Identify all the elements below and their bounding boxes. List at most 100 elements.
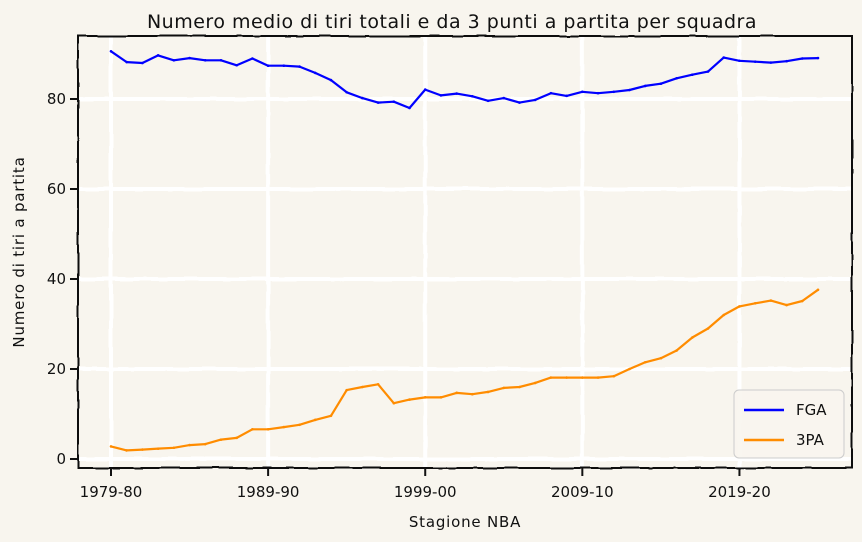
data-point-fga: [596, 91, 600, 95]
data-point-3pa: [408, 398, 411, 401]
y-tick-label: 40: [47, 270, 66, 288]
data-point-fga: [785, 59, 788, 63]
data-point-fga: [738, 59, 741, 63]
data-point-fga: [706, 70, 710, 73]
data-point-3pa: [251, 428, 254, 431]
data-point-fga: [659, 82, 663, 85]
data-point-fga: [581, 90, 584, 94]
data-point-fga: [141, 61, 144, 65]
data-point-fga: [235, 63, 238, 67]
data-point-3pa: [565, 376, 568, 379]
data-point-fga: [675, 77, 678, 80]
data-point-fga: [329, 78, 333, 82]
data-point-3pa: [423, 396, 427, 399]
data-point-fga: [266, 64, 270, 67]
grid: [78, 36, 852, 468]
data-point-fga: [722, 56, 726, 59]
data-point-3pa: [816, 288, 820, 292]
plot-frame: [77, 35, 853, 469]
x-tick-label: 1989-90: [237, 483, 300, 501]
data-point-fga: [109, 50, 113, 53]
data-point-3pa: [455, 391, 458, 395]
data-point-fga: [753, 60, 757, 63]
data-point-3pa: [785, 303, 788, 307]
data-point-fga: [423, 88, 427, 91]
legend-box: [733, 389, 845, 459]
y-tick-label: 20: [47, 360, 66, 378]
x-tick-label: 1979-80: [80, 483, 143, 501]
series-line-3pa: [109, 288, 820, 452]
data-point-fga: [361, 96, 364, 100]
data-point-3pa: [345, 388, 348, 392]
data-point-3pa: [329, 414, 333, 418]
data-point-3pa: [141, 448, 144, 451]
data-point-3pa: [738, 305, 741, 308]
data-point-3pa: [518, 385, 521, 389]
data-point-3pa: [706, 327, 710, 330]
data-point-3pa: [156, 447, 160, 450]
data-point-fga: [816, 56, 820, 60]
data-point-fga: [800, 57, 804, 60]
y-tick-label: 60: [47, 180, 66, 198]
chart-title: Numero medio di tiri totali e da 3 punti…: [147, 11, 757, 33]
data-point-fga: [612, 90, 616, 94]
data-point-3pa: [125, 449, 129, 452]
x-axis-label: Stagione NBA: [409, 513, 521, 531]
y-axis: 0 20 40 60 80: [47, 90, 78, 468]
data-point-fga: [565, 94, 568, 98]
data-point-3pa: [691, 336, 694, 339]
data-point-3pa: [235, 436, 238, 440]
data-point-3pa: [471, 392, 474, 396]
data-point-3pa: [282, 425, 286, 429]
data-point-fga: [502, 96, 506, 100]
data-point-3pa: [596, 376, 600, 379]
data-point-fga: [172, 59, 176, 62]
data-point-3pa: [172, 446, 176, 450]
data-point-fga: [518, 101, 521, 104]
data-point-3pa: [722, 313, 726, 317]
data-point-3pa: [549, 376, 553, 379]
data-point-3pa: [502, 386, 506, 390]
data-point-3pa: [612, 374, 616, 378]
x-tick-label: 2019-20: [708, 483, 771, 501]
data-point-fga: [282, 64, 286, 67]
plot-area: [78, 36, 852, 468]
data-point-3pa: [628, 367, 631, 371]
y-tick-label: 80: [47, 90, 66, 108]
data-point-3pa: [266, 428, 270, 431]
data-point-3pa: [109, 445, 113, 448]
x-tick-label: 2009-10: [551, 483, 614, 501]
data-point-fga: [486, 99, 490, 103]
data-point-3pa: [439, 396, 443, 399]
data-point-3pa: [753, 302, 757, 305]
data-point-fga: [376, 101, 380, 104]
data-point-fga: [549, 91, 553, 95]
data-point-3pa: [392, 401, 396, 405]
data-point-fga: [439, 94, 443, 97]
series-line-fga: [109, 50, 820, 110]
data-point-3pa: [659, 356, 663, 360]
data-point-fga: [769, 61, 773, 64]
data-point-3pa: [188, 443, 191, 447]
data-point-3pa: [361, 385, 364, 389]
data-point-3pa: [203, 442, 207, 446]
data-point-3pa: [800, 299, 804, 303]
data-point-fga: [203, 59, 207, 62]
x-tick-label: 1999-00: [394, 483, 457, 501]
y-axis-label: Numero di tiri a partita: [10, 156, 28, 347]
data-point-3pa: [533, 381, 537, 385]
y-tick-label: 0: [56, 450, 66, 468]
data-point-fga: [392, 100, 396, 103]
x-axis: 1979-80 1989-90 1999-00 2009-10 2019-20: [80, 468, 771, 501]
data-point-fga: [533, 98, 537, 102]
legend-label: 3PA: [796, 431, 825, 449]
data-point-3pa: [298, 423, 301, 427]
data-point-fga: [156, 54, 160, 57]
data-point-fga: [313, 71, 317, 75]
data-point-fga: [643, 84, 647, 88]
data-point-3pa: [486, 390, 490, 394]
data-point-fga: [219, 59, 223, 62]
legend-label: FGA: [796, 401, 827, 419]
data-point-fga: [408, 106, 411, 110]
